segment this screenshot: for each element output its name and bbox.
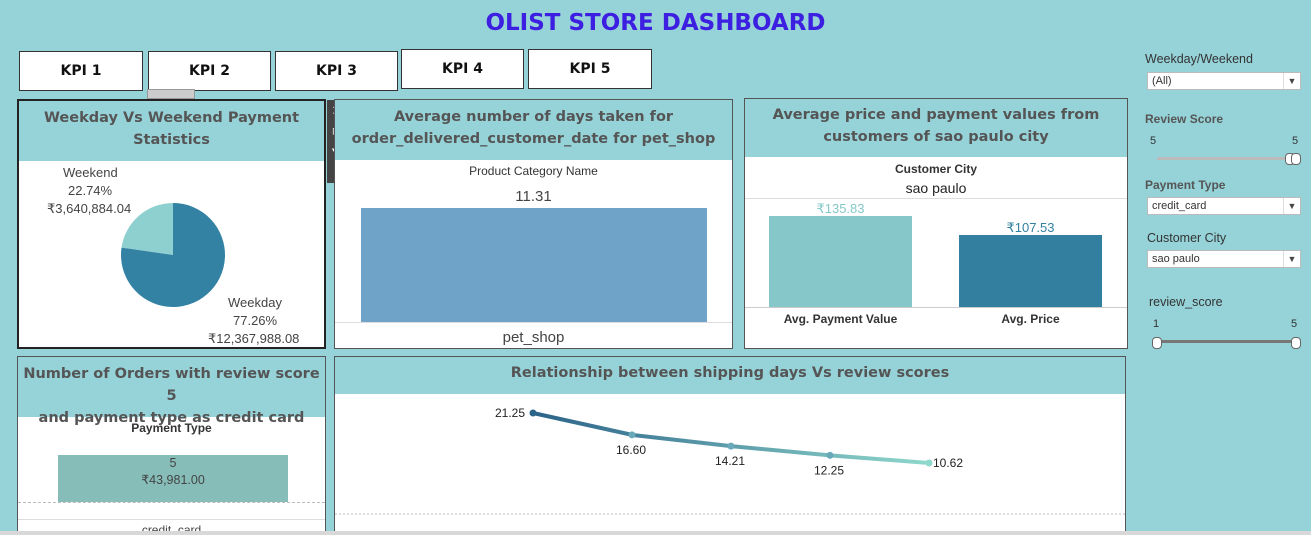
weekend-value: ₹3,640,884.04	[47, 201, 132, 216]
category-label: pet_shop	[502, 329, 565, 346]
payment-type-dropdown[interactable]: credit_card ▼	[1147, 197, 1301, 215]
column-header: Payment Type	[131, 421, 212, 435]
panel-title: Relationship between shipping days Vs re…	[335, 357, 1125, 394]
tab-kpi-2[interactable]: KPI 2	[148, 51, 271, 91]
column-header: Product Category Name	[469, 164, 598, 178]
data-label: 12.25	[814, 463, 844, 477]
tab-kpi-4[interactable]: KPI 4	[401, 49, 524, 89]
city-label: sao paulo	[905, 180, 967, 196]
payment-type-filter-label: Payment Type	[1145, 178, 1226, 192]
tab-kpi-3[interactable]: KPI 3	[275, 51, 398, 91]
bar-avg-price[interactable]	[959, 235, 1102, 307]
bar-value-label: ₹43,981.00	[141, 473, 205, 487]
panel-title: Number of Orders with review score 5 and…	[18, 357, 325, 426]
weekday-pct: 77.26%	[233, 313, 278, 328]
weekend-label: Weekend	[63, 165, 118, 180]
dashboard-title: OLIST STORE DASHBOARD	[485, 10, 826, 36]
drag-handle[interactable]	[147, 89, 195, 99]
chevron-down-icon: ▼	[1283, 251, 1300, 267]
review-score2-max: 5	[1291, 318, 1298, 330]
data-point[interactable]	[529, 409, 537, 417]
slider-handle-max[interactable]	[1291, 153, 1301, 165]
chevron-down-icon: ▼	[1283, 198, 1300, 214]
sao-paulo-price-panel[interactable]: Average price and payment values from cu…	[744, 98, 1128, 349]
data-point[interactable]	[628, 431, 636, 439]
review-credit-card-panel[interactable]: Number of Orders with review score 5 and…	[17, 356, 326, 535]
bar-value-label: 11.31	[515, 188, 552, 205]
bar-label-price: ₹107.53	[1006, 220, 1055, 235]
bar[interactable]	[361, 208, 707, 322]
bottom-scrollbar[interactable]	[0, 531, 1311, 535]
pie-slice-weekday[interactable]	[120, 203, 225, 307]
tab-kpi-5[interactable]: KPI 5	[528, 49, 652, 89]
pie-chart[interactable]	[119, 201, 227, 309]
data-label: 10.62	[933, 456, 963, 470]
category-label: credit_card	[141, 523, 202, 535]
slider-handle-max[interactable]	[1291, 337, 1301, 349]
bar-label-payment: ₹135.83	[816, 201, 865, 216]
bar-count-label: 5	[169, 456, 177, 470]
data-label: 14.21	[715, 454, 745, 468]
divider	[18, 502, 325, 503]
slider-handle-min[interactable]	[1152, 337, 1162, 349]
review-score-filter-label: Review Score	[1145, 112, 1224, 126]
baseline	[745, 307, 1127, 308]
bar[interactable]	[58, 455, 288, 502]
bar-avg-payment[interactable]	[769, 216, 912, 307]
review-score2-slider[interactable]	[1156, 340, 1298, 343]
divider	[335, 322, 732, 323]
weekday-value: ₹12,367,988.08	[208, 331, 300, 346]
divider	[745, 198, 1127, 199]
panel-title: Average number of days taken for order_d…	[335, 100, 732, 160]
review-score-slider[interactable]	[1157, 157, 1297, 160]
shipping-review-panel[interactable]: Relationship between shipping days Vs re…	[334, 356, 1126, 535]
data-point[interactable]	[727, 442, 735, 450]
review-score-filter2-label: review_score	[1149, 295, 1223, 309]
tab-kpi-1[interactable]: KPI 1	[19, 51, 143, 91]
category-avg-payment: Avg. Payment Value	[783, 312, 898, 326]
review-score-max: 5	[1292, 135, 1299, 147]
data-label: 16.60	[616, 443, 646, 457]
pet-shop-days-panel[interactable]: Average number of days taken for order_d…	[334, 99, 733, 349]
weekday-filter-label: Weekday/Weekend	[1145, 52, 1253, 66]
panel-title: Weekday Vs Weekend Payment Statistics	[19, 101, 324, 161]
weekend-pct: 22.74%	[68, 183, 113, 198]
data-point[interactable]	[826, 451, 834, 459]
data-label: 21.25	[495, 406, 525, 420]
pie-slice-weekend[interactable]	[121, 203, 173, 255]
category-avg-price: Avg. Price	[1001, 312, 1060, 326]
column-header: Customer City	[894, 162, 977, 176]
line-chart[interactable]: 21.25 16.60 14.21 12.25 10.62	[335, 394, 1125, 534]
customer-city-filter-label: Customer City	[1147, 231, 1227, 245]
customer-city-dropdown[interactable]: sao paulo ▼	[1147, 250, 1301, 268]
weekday-filter-dropdown[interactable]: (All) ▼	[1147, 72, 1301, 90]
divider	[18, 519, 325, 520]
review-score-min: 5	[1150, 135, 1157, 147]
weekday-weekend-panel[interactable]: Weekday Vs Weekend Payment Statistics We…	[17, 99, 326, 349]
data-point[interactable]	[925, 459, 933, 467]
review-score2-min: 1	[1153, 318, 1160, 330]
panel-title: Average price and payment values from cu…	[745, 99, 1127, 157]
chevron-down-icon: ▼	[1283, 73, 1300, 89]
weekday-label: Weekday	[228, 295, 282, 310]
